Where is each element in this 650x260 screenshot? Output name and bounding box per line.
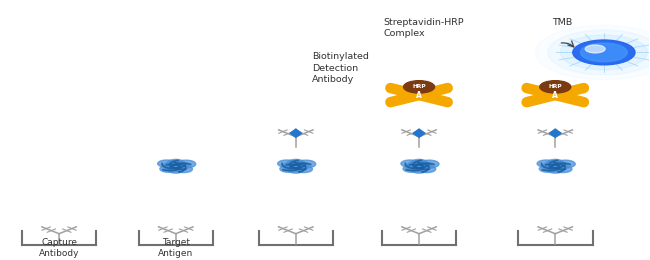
Circle shape — [296, 160, 316, 168]
Circle shape — [283, 161, 309, 171]
Circle shape — [280, 165, 297, 172]
Circle shape — [554, 166, 572, 173]
Circle shape — [548, 167, 562, 173]
Text: A: A — [416, 90, 422, 100]
Text: Streptavidin-HRP
Complex: Streptavidin-HRP Complex — [384, 17, 464, 38]
Circle shape — [288, 159, 304, 166]
Circle shape — [537, 160, 555, 167]
Polygon shape — [549, 129, 561, 137]
Circle shape — [540, 81, 571, 93]
Circle shape — [160, 165, 177, 172]
Text: TMB: TMB — [552, 17, 572, 27]
Circle shape — [401, 160, 419, 167]
Text: Biotinylated
Detection
Antibody: Biotinylated Detection Antibody — [312, 53, 369, 84]
Circle shape — [289, 167, 303, 173]
Text: HRP: HRP — [412, 84, 426, 89]
Circle shape — [412, 167, 426, 173]
Polygon shape — [290, 129, 302, 137]
Circle shape — [573, 40, 635, 65]
Circle shape — [278, 160, 296, 167]
Circle shape — [163, 161, 188, 171]
Circle shape — [404, 81, 435, 93]
Circle shape — [158, 160, 176, 167]
Circle shape — [585, 45, 605, 53]
Circle shape — [403, 165, 421, 172]
Circle shape — [419, 166, 436, 173]
Circle shape — [543, 161, 568, 171]
Circle shape — [560, 35, 647, 70]
Text: A: A — [552, 90, 558, 100]
Circle shape — [547, 159, 564, 166]
Circle shape — [168, 167, 183, 173]
Circle shape — [411, 159, 427, 166]
Circle shape — [295, 166, 313, 173]
Text: Target
Antigen: Target Antigen — [158, 238, 194, 258]
Circle shape — [406, 161, 432, 171]
Circle shape — [540, 165, 556, 172]
Circle shape — [548, 30, 650, 75]
Circle shape — [556, 160, 575, 168]
Circle shape — [536, 25, 650, 80]
Circle shape — [580, 43, 627, 62]
Polygon shape — [413, 129, 424, 137]
Text: Capture
Antibody: Capture Antibody — [39, 238, 79, 258]
Circle shape — [419, 160, 439, 168]
Text: HRP: HRP — [549, 84, 562, 89]
Circle shape — [168, 159, 184, 166]
Circle shape — [175, 166, 192, 173]
Circle shape — [176, 160, 196, 168]
